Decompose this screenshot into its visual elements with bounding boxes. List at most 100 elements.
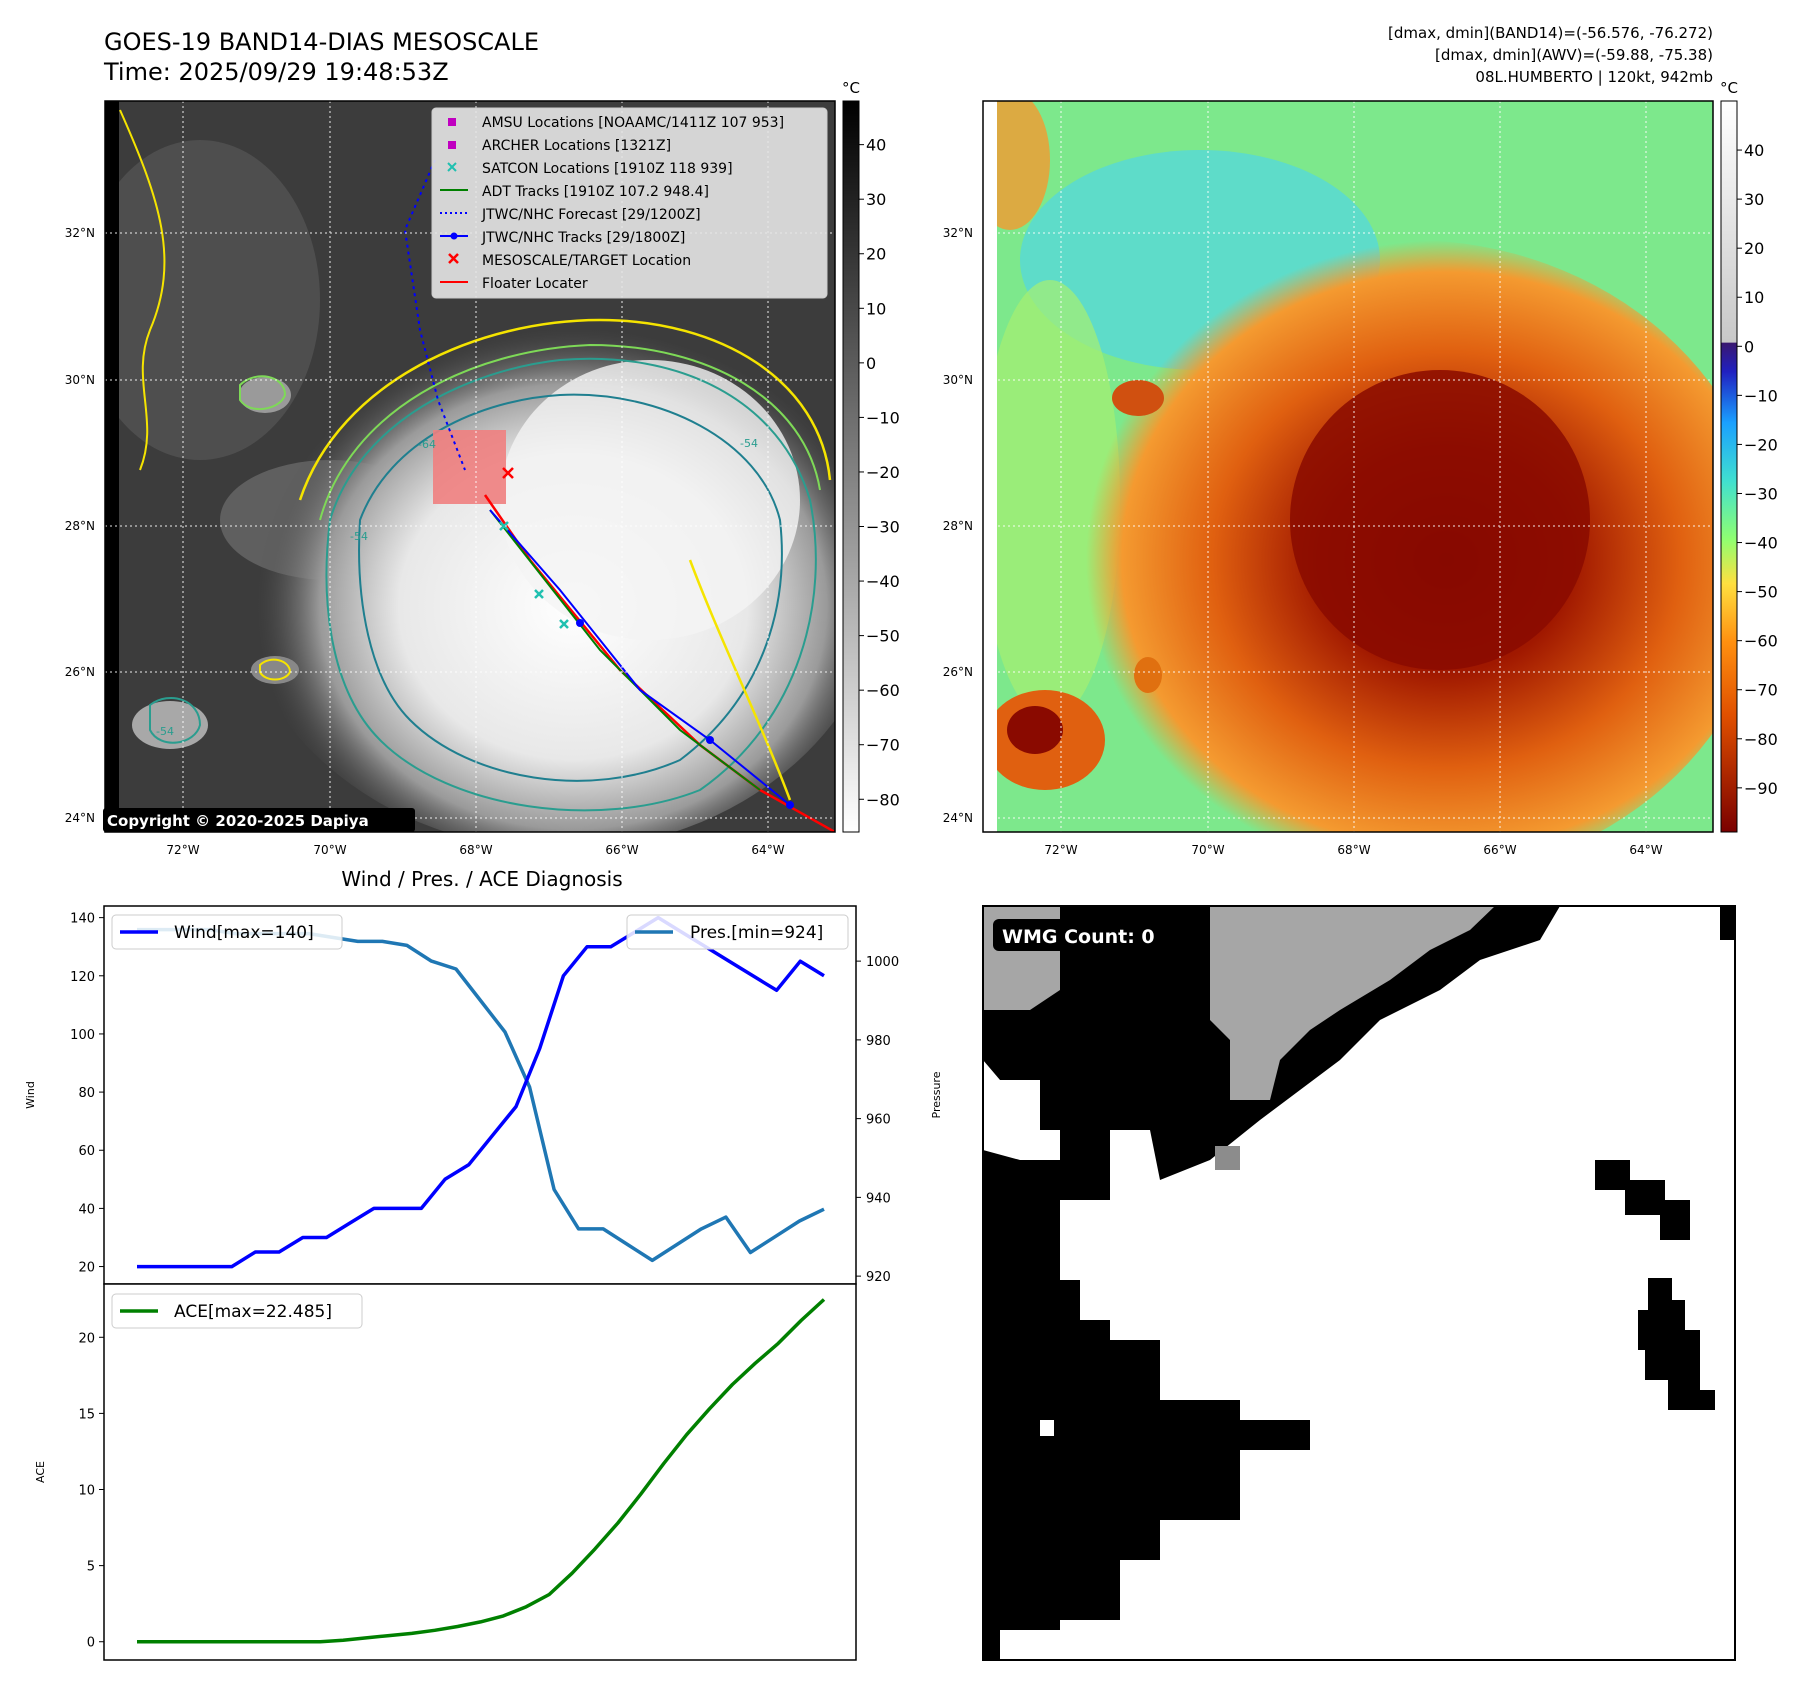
ace-tick-label: 15 [78, 1407, 95, 1422]
amsu-marker-icon [448, 118, 456, 126]
wind-tick-label: 120 [70, 970, 95, 985]
colorbar-tick-label: −40 [866, 572, 900, 591]
lat-label: 24°N [943, 811, 973, 825]
colorbar-tick-label: −60 [1744, 632, 1778, 651]
ace-legend-label: ACE[max=22.485] [174, 1302, 332, 1322]
band14-range: [dmax, dmin](BAND14)=(-56.576, -76.272) [1388, 24, 1713, 42]
wind-tick-label: 140 [70, 912, 95, 927]
lat-label: 24°N [65, 811, 95, 825]
legend-item: AMSU Locations [NOAAMC/1411Z 107 953] [482, 115, 784, 131]
wmg-count-label: WMG Count: 0 [1002, 926, 1155, 948]
lon-label: 72°W [166, 843, 199, 857]
colorbar-tick-label: −30 [866, 518, 900, 537]
awv-map-axes: 32°N 30°N 28°N 26°N 24°N 72°W 70°W 68°W … [943, 226, 1663, 857]
ace-tick-label: 10 [78, 1484, 95, 1499]
colorbar-tick-label: −70 [866, 736, 900, 755]
wind-tick-label: 80 [78, 1086, 95, 1101]
legend-item: SATCON Locations [1910Z 118 939] [482, 161, 733, 177]
ace-axis-label: ACE [34, 1461, 47, 1483]
pressure-tick-label: 920 [866, 1270, 891, 1285]
diagnosis-title: Wind / Pres. / ACE Diagnosis [341, 867, 622, 891]
legend-item: ARCHER Locations [1321Z] [482, 138, 671, 154]
lon-label: 66°W [605, 843, 638, 857]
pressure-tick-label: 1000 [866, 955, 899, 970]
colorbar-tick-label: 30 [866, 190, 886, 209]
wind-legend: Wind[max=140] [111, 914, 343, 950]
ir-colorbar: °C 40 30 20 10 0 −10 −20 −30 −40 −50 −60 −70 −80 [842, 79, 900, 833]
archer-marker-icon [448, 141, 456, 149]
wmg-panel-frame [982, 905, 1736, 1661]
wind-pres-axes [103, 905, 857, 1285]
legend-item: JTWC/NHC Forecast [29/1200Z] [481, 207, 701, 223]
target-marker [502, 467, 514, 479]
lon-label: 64°W [751, 843, 784, 857]
colorbar-tick-label: 0 [866, 354, 876, 373]
figure-time: Time: 2025/09/29 19:48:53Z [103, 58, 449, 86]
awv-map-frame [982, 100, 1714, 833]
wind-tick-label: 20 [78, 1261, 95, 1276]
ace-series-line [137, 1298, 826, 1644]
colorbar-tick-label: 10 [1744, 288, 1764, 307]
lon-label: 70°W [313, 843, 346, 857]
lat-label: 30°N [943, 373, 973, 387]
target-x-icon [448, 253, 459, 264]
ir-map-axes: 32°N 30°N 28°N 26°N 24°N 72°W 70°W 68°W … [65, 226, 785, 857]
lat-label: 28°N [943, 519, 973, 533]
lon-label: 70°W [1191, 843, 1224, 857]
lat-label: 26°N [943, 665, 973, 679]
colorbar-tick-label: −50 [1744, 583, 1778, 602]
wind-tick-label: 60 [78, 1144, 95, 1159]
lat-label: 28°N [65, 519, 95, 533]
track-legend: AMSU Locations [NOAAMC/1411Z 107 953] AR… [431, 107, 828, 299]
pressure-legend-label: Pres.[min=924] [690, 923, 823, 943]
colorbar-tick-label: −20 [866, 463, 900, 482]
copyright-text: Copyright © 2020-2025 Dapiya [107, 812, 369, 830]
colorbar-tick-label: 0 [1744, 337, 1754, 356]
ace-tick-label: 0 [87, 1636, 95, 1651]
colorbar-tick-label: 10 [866, 299, 886, 318]
colorbar-tick-label: −80 [1744, 730, 1778, 749]
colorbar-tick-label: −40 [1744, 534, 1778, 553]
mesoscale-target-box [433, 430, 506, 504]
storm-info: 08L.HUMBERTO | 120kt, 942mb [1475, 68, 1713, 86]
lon-label: 72°W [1044, 843, 1077, 857]
lon-label: 68°W [1337, 843, 1370, 857]
ace-tick-label: 20 [78, 1331, 95, 1346]
wind-tick-label: 40 [78, 1202, 95, 1217]
wind-tick-label: 100 [70, 1028, 95, 1043]
legend-item: JTWC/NHC Tracks [29/1800Z] [481, 230, 685, 246]
colorbar-tick-label: 20 [1744, 239, 1764, 258]
wind-axis-label: Wind [24, 1081, 37, 1109]
legend-item: Floater Locater [482, 276, 588, 292]
wmg-panel: WMG Count: 0 [983, 906, 1735, 1660]
ace-legend: ACE[max=22.485] [111, 1293, 363, 1329]
awv-colorbar: °C 40 30 20 10 0 −10 −20 −30 −40 −50 −60 −70 −80 −90 [1720, 79, 1778, 833]
colorbar-tick-label: 20 [866, 245, 886, 264]
colorbar-tick-label: 40 [1744, 141, 1764, 160]
awv-range: [dmax, dmin](AWV)=(-59.88, -75.38) [1435, 46, 1713, 64]
lon-label: 66°W [1483, 843, 1516, 857]
colorbar-tick-label: −90 [1744, 779, 1778, 798]
colorbar-tick-label: 30 [1744, 190, 1764, 209]
lon-label: 68°W [459, 843, 492, 857]
lon-label: 64°W [1629, 843, 1662, 857]
pressure-tick-label: 980 [866, 1034, 891, 1049]
colorbar-tick-label: −20 [1744, 435, 1778, 454]
pressure-tick-label: 960 [866, 1113, 891, 1128]
colorbar-unit: °C [1720, 79, 1738, 97]
contour-label: -54 [740, 437, 758, 450]
colorbar-tick-label: −80 [866, 790, 900, 809]
wind-legend-label: Wind[max=140] [174, 923, 314, 943]
copyright-bg [103, 808, 415, 832]
contour-label: -64 [418, 438, 436, 451]
colorbar-tick-label: −50 [866, 627, 900, 646]
figure-title: GOES-19 BAND14-DIAS MESOSCALE [104, 28, 539, 56]
legend-item: MESOSCALE/TARGET Location [482, 253, 691, 269]
pressure-legend: Pres.[min=924] [626, 914, 849, 950]
wmg-count-bg [993, 919, 1173, 951]
lat-label: 32°N [65, 226, 95, 240]
colorbar-tick-label: −10 [1744, 386, 1778, 405]
ace-axes [103, 1283, 857, 1661]
lat-label: 30°N [65, 373, 95, 387]
